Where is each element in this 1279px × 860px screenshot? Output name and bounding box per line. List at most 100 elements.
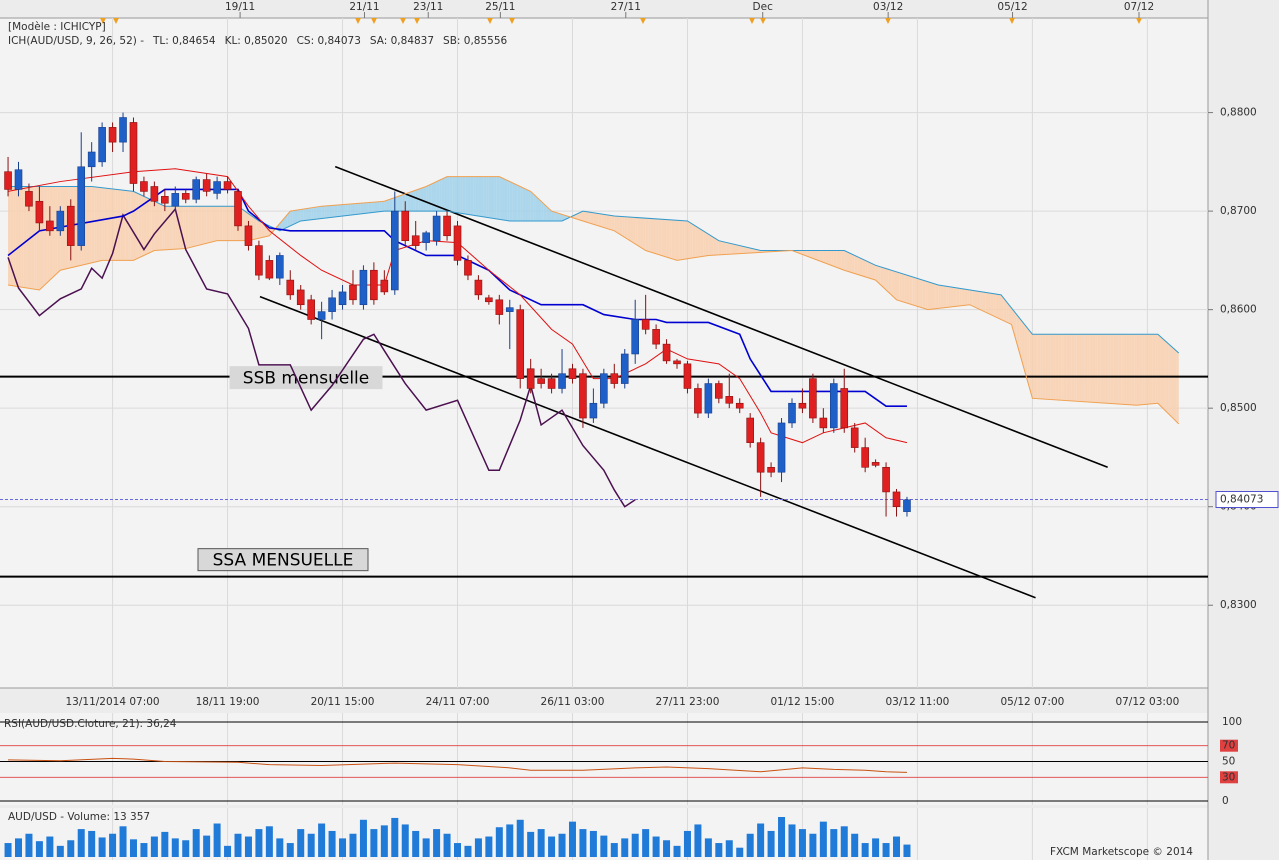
candle-body bbox=[464, 260, 472, 276]
cloud-fill bbox=[1024, 324, 1028, 380]
cloud-fill bbox=[49, 186, 53, 281]
volume-bar bbox=[401, 824, 409, 857]
cloud-fill bbox=[394, 196, 398, 212]
y-tick-label: 0,8800 bbox=[1220, 107, 1257, 119]
cloud-fill bbox=[1170, 345, 1174, 419]
cloud-fill bbox=[384, 200, 387, 212]
cloud-fill bbox=[1082, 334, 1085, 402]
volume-bar bbox=[673, 845, 681, 857]
cloud-fill bbox=[927, 281, 931, 310]
top-tick-label: 25/11 bbox=[485, 1, 515, 13]
volume-bar bbox=[433, 829, 441, 857]
cloud-fill bbox=[449, 176, 453, 212]
cloud-fill bbox=[554, 211, 557, 221]
cloud-fill bbox=[107, 188, 110, 261]
volume-title: AUD/USD - Volume: 13 357 bbox=[8, 811, 150, 823]
cloud-fill bbox=[1029, 330, 1033, 399]
cloud-fill bbox=[392, 197, 395, 212]
candle-body bbox=[390, 210, 399, 291]
cloud-fill bbox=[303, 208, 306, 221]
cloud-fill bbox=[423, 186, 427, 212]
cloud-fill bbox=[839, 250, 842, 270]
cloud-fill bbox=[1149, 334, 1153, 404]
cloud-fill bbox=[347, 203, 351, 216]
candle-body bbox=[286, 279, 295, 296]
cloud-fill bbox=[1163, 338, 1166, 412]
rsi-title: RSI(AUD/USD.Cloture, 21): 36,24 bbox=[4, 718, 177, 730]
cloud-fill bbox=[682, 220, 685, 260]
cloud-fill bbox=[104, 188, 108, 261]
cloud-fill bbox=[812, 250, 816, 260]
cloud-fill bbox=[120, 189, 124, 261]
cloud-fill bbox=[663, 219, 667, 258]
header-item: CS: 0,84073 bbox=[297, 35, 361, 47]
cloud-fill bbox=[982, 291, 986, 313]
candle-body bbox=[850, 427, 859, 448]
cloud-fill bbox=[358, 203, 361, 215]
volume-bar bbox=[98, 837, 106, 857]
candle-body bbox=[4, 171, 12, 190]
cloud-fill bbox=[345, 204, 348, 216]
cloud-fill bbox=[1008, 304, 1012, 325]
cloud-fill bbox=[172, 206, 176, 250]
cloud-fill bbox=[697, 227, 701, 258]
volume-bar bbox=[255, 829, 263, 857]
cloud-fill bbox=[415, 189, 419, 212]
cloud-fill bbox=[859, 257, 863, 276]
volume-bar bbox=[150, 836, 158, 857]
cloud-fill bbox=[428, 184, 432, 212]
candle-body bbox=[788, 402, 796, 424]
cloud-fill bbox=[899, 272, 902, 302]
cloud-fill bbox=[643, 217, 646, 251]
cloud-fill bbox=[713, 237, 717, 256]
cloud-fill bbox=[742, 246, 745, 254]
header-item: ICH(AUD/USD, 9, 26, 52) - bbox=[8, 35, 144, 47]
cloud-fill bbox=[990, 293, 994, 316]
cloud-fill bbox=[478, 176, 482, 217]
cloud-fill bbox=[133, 191, 137, 261]
cloud-fill bbox=[386, 199, 390, 212]
cloud-fill bbox=[188, 206, 191, 248]
volume-bar bbox=[516, 819, 524, 857]
candle-body bbox=[704, 383, 713, 414]
cloud-fill bbox=[1147, 334, 1150, 405]
candle-body bbox=[422, 232, 430, 243]
candle-body bbox=[767, 466, 775, 473]
cloud-fill bbox=[18, 186, 22, 288]
cloud-fill bbox=[598, 213, 602, 227]
cloud-fill bbox=[692, 224, 696, 258]
cloud-fill bbox=[656, 218, 659, 255]
cloud-fill bbox=[156, 202, 160, 251]
cloud-fill bbox=[1037, 334, 1041, 399]
cloud-fill bbox=[486, 176, 489, 218]
candle-body bbox=[861, 447, 869, 468]
cloud-fill bbox=[946, 286, 949, 308]
volume-bar bbox=[589, 830, 597, 857]
cloud-fill bbox=[371, 202, 374, 213]
x-tick-label: 05/12 07:00 bbox=[1000, 696, 1064, 708]
x-tick-label: 01/12 15:00 bbox=[771, 696, 835, 708]
cloud-fill bbox=[162, 204, 165, 251]
last-price-label: 0,84073 bbox=[1220, 494, 1263, 506]
cloud-fill bbox=[193, 206, 197, 247]
cloud-fill bbox=[1155, 334, 1158, 404]
candle-body bbox=[401, 210, 410, 241]
cloud-fill bbox=[1142, 334, 1145, 405]
candle-body bbox=[892, 491, 901, 508]
header-item: KL: 0,85020 bbox=[225, 35, 288, 47]
candle-body bbox=[777, 422, 786, 473]
cloud-fill bbox=[627, 216, 630, 241]
volume-bar bbox=[286, 843, 294, 857]
level-label: SSA MENSUELLE bbox=[213, 551, 354, 571]
candle-body bbox=[234, 191, 242, 227]
candle-body bbox=[715, 383, 723, 399]
cloud-fill bbox=[512, 182, 515, 221]
cloud-fill bbox=[724, 241, 727, 255]
cloud-fill bbox=[326, 205, 330, 218]
volume-bar bbox=[464, 845, 472, 857]
cloud-fill bbox=[146, 197, 150, 255]
cloud-fill bbox=[951, 287, 955, 307]
cloud-fill bbox=[1173, 348, 1177, 422]
trendline bbox=[334, 165, 1108, 469]
